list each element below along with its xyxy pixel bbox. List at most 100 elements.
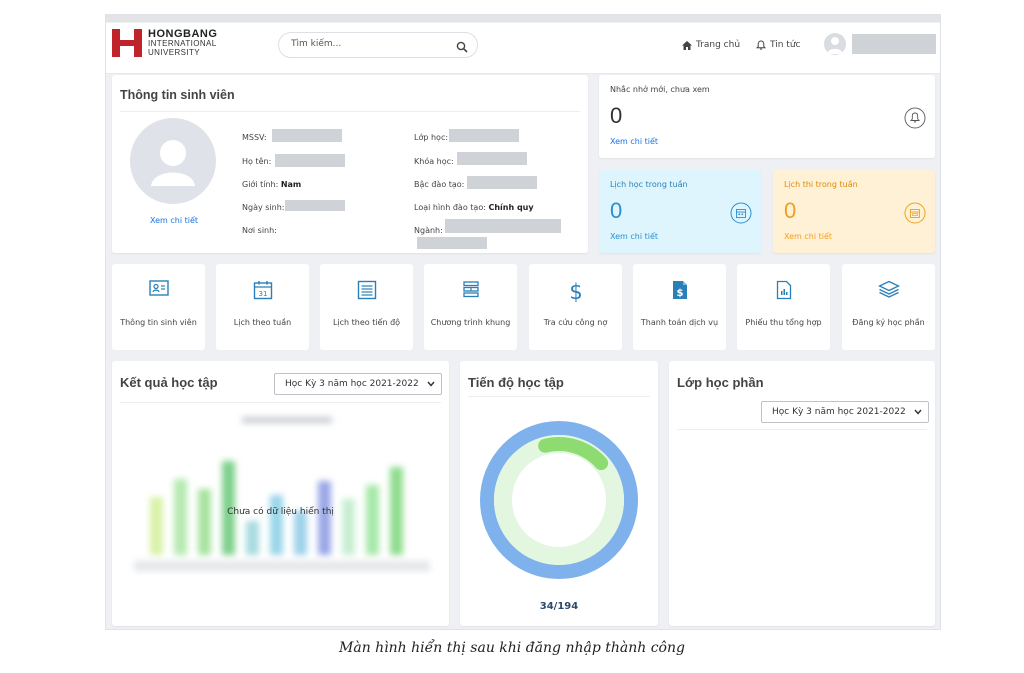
gender-value: Nam <box>280 180 302 189</box>
exam-schedule-count: 0 <box>784 198 797 223</box>
tile-progress-schedule[interactable]: Lịch theo tiến độ <box>320 264 413 350</box>
nav-home[interactable]: Trang chủ <box>682 40 740 50</box>
svg-text:$: $ <box>569 280 582 302</box>
progress-ratio-label: 34/194 <box>539 601 579 612</box>
mssv-value-redacted <box>272 129 342 142</box>
weekly-schedule-card[interactable]: Lịch học trong tuần 0 Xem chi tiết <box>599 170 761 253</box>
gender-row: Giới tính: Nam <box>242 180 302 189</box>
birthplace-label: Nơi sinh: <box>242 226 277 235</box>
dollar-document-icon: $ <box>672 281 687 299</box>
tile-debt-lookup[interactable]: $ Tra cứu công nợ <box>529 264 622 350</box>
calendar-31-icon: 31 <box>253 281 272 300</box>
tile-debt-lookup-label: Tra cứu công nợ <box>543 318 608 327</box>
tile-weekly-schedule-label: Lịch theo tuần <box>233 318 292 327</box>
id-card-icon <box>148 280 169 296</box>
progress-donut <box>480 421 638 579</box>
tile-receipt-summary[interactable]: Phiếu thu tổng hợp <box>737 264 830 350</box>
nav-news-label: Tin tức <box>770 40 801 50</box>
list-document-icon <box>357 280 376 300</box>
course-label: Khóa học: <box>414 157 454 166</box>
tile-course-registration[interactable]: Đăng ký học phần <box>842 264 935 350</box>
academic-results-title: Kết quả học tập <box>120 375 218 390</box>
search-input[interactable]: Tìm kiếm... <box>278 32 478 58</box>
study-progress-title: Tiến độ học tập <box>468 375 564 390</box>
results-semester-select[interactable]: Học Kỳ 3 năm học 2021-2022 <box>274 373 442 395</box>
study-progress-card: Tiến độ học tập 34/194 <box>460 361 658 626</box>
results-semester-value: Học Kỳ 3 năm học 2021-2022 <box>285 379 419 389</box>
name-value-redacted <box>275 154 345 167</box>
search-icon[interactable] <box>456 38 468 57</box>
dollar-icon: $ <box>569 280 582 302</box>
figure-caption: Màn hình hiển thị sau khi đăng nhập thàn… <box>339 640 685 656</box>
user-avatar-icon <box>827 37 843 54</box>
student-avatar-icon <box>151 140 195 186</box>
training-type-value: Chính quy <box>488 203 534 212</box>
name-label: Họ tên: <box>242 157 272 166</box>
browser-top-strip <box>106 15 940 22</box>
major-value-redacted-2 <box>417 237 487 249</box>
nav-home-label: Trang chủ <box>696 40 741 50</box>
reminders-view-detail-link[interactable]: Xem chi tiết <box>610 137 659 146</box>
svg-text:31: 31 <box>258 290 267 298</box>
user-name-redacted[interactable] <box>852 34 936 54</box>
level-label: Bậc đào tạo: <box>414 180 465 189</box>
course-value-redacted <box>457 152 527 165</box>
major-label: Ngành: <box>414 226 443 235</box>
exam-schedule-title: Lịch thi trong tuần <box>784 180 858 189</box>
academic-results-card: Kết quả học tập Học Kỳ 3 năm học 2021-20… <box>112 361 449 626</box>
chart-document-icon <box>776 280 791 300</box>
student-info-card: Thông tin sinh viên Xem chi tiết MSSV: H… <box>112 75 588 253</box>
bell-circle-icon <box>904 107 926 129</box>
reminders-title: Nhắc nhở mới, chưa xem <box>610 85 710 94</box>
tile-receipt-summary-label: Phiếu thu tổng hợp <box>745 318 822 327</box>
class-value-redacted <box>449 129 519 142</box>
course-sections-card: Lớp học phần Học Kỳ 3 năm học 2021-2022 <box>669 361 935 626</box>
dob-value-redacted <box>285 200 345 211</box>
exam-schedule-view-detail-link[interactable]: Xem chi tiết <box>784 232 833 241</box>
tile-service-payment-label: Thanh toán dịch vụ <box>640 318 719 327</box>
tile-progress-schedule-label: Lịch theo tiến độ <box>332 318 401 327</box>
student-info-title: Thông tin sinh viên <box>120 88 235 102</box>
student-view-detail-link[interactable]: Xem chi tiết <box>150 216 199 225</box>
weekly-schedule-view-detail-link[interactable]: Xem chi tiết <box>610 232 659 241</box>
tile-weekly-schedule[interactable]: 31 Lịch theo tuần <box>216 264 309 350</box>
level-value-redacted <box>467 176 537 189</box>
logo-line-2: INTERNATIONAL <box>148 38 217 48</box>
search-placeholder: Tìm kiếm... <box>291 39 342 49</box>
exam-schedule-card[interactable]: Lịch thi trong tuần 0 Xem chi tiết <box>773 170 935 253</box>
tile-service-payment[interactable]: $ Thanh toán dịch vụ <box>633 264 726 350</box>
mssv-label: MSSV: <box>242 133 267 142</box>
weekly-schedule-count: 0 <box>610 198 623 223</box>
tile-student-info-label: Thông tin sinh viên <box>120 318 197 327</box>
nav-news[interactable]: Tin tức <box>756 40 800 50</box>
reminders-count: 0 <box>610 103 623 128</box>
course-sections-semester-value: Học Kỳ 3 năm học 2021-2022 <box>772 407 906 417</box>
screenshot-frame: HONGBANG INTERNATIONAL UNIVERSITY Tìm ki… <box>105 14 941 630</box>
weekly-schedule-title: Lịch học trong tuần <box>610 180 688 189</box>
home-icon <box>682 40 692 50</box>
course-sections-semester-select[interactable]: Học Kỳ 3 năm học 2021-2022 <box>761 401 929 423</box>
svg-text:$: $ <box>676 288 683 299</box>
top-header: HONGBANG INTERNATIONAL UNIVERSITY Tìm ki… <box>106 23 940 74</box>
chevron-down-icon <box>914 409 922 415</box>
class-label: Lớp học: <box>414 133 449 142</box>
major-value-redacted-1 <box>445 219 561 233</box>
user-avatar[interactable] <box>824 33 846 55</box>
bell-icon <box>756 40 766 50</box>
progress-arc <box>538 437 609 471</box>
logo-line-1: HONGBANG <box>148 27 218 40</box>
results-empty-message: Chưa có dữ liệu hiển thị <box>227 507 334 517</box>
tile-student-info[interactable]: Thông tin sinh viên <box>112 264 205 350</box>
tile-curriculum[interactable]: Chương trình khung <box>424 264 517 350</box>
logo-line-3: UNIVERSITY <box>148 47 201 57</box>
logo-h-icon <box>112 29 142 57</box>
exam-calendar-circle-icon <box>904 202 926 224</box>
results-blurred-chart <box>134 417 430 571</box>
layers-icon <box>877 280 900 298</box>
university-logo[interactable]: HONGBANG INTERNATIONAL UNIVERSITY <box>112 27 218 57</box>
calendar-circle-icon <box>730 202 752 224</box>
dob-label: Ngày sinh: <box>242 203 285 212</box>
tile-curriculum-label: Chương trình khung <box>430 318 511 327</box>
stacked-blocks-icon <box>462 281 479 298</box>
reminders-card[interactable]: Nhắc nhở mới, chưa xem 0 Xem chi tiết <box>599 75 935 158</box>
